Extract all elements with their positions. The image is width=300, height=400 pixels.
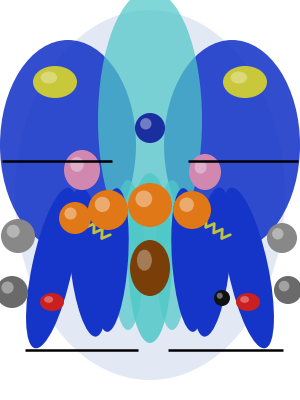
Circle shape [1, 219, 35, 253]
Ellipse shape [164, 40, 300, 250]
Circle shape [136, 190, 152, 207]
Ellipse shape [68, 187, 107, 337]
Ellipse shape [44, 296, 53, 303]
Ellipse shape [0, 40, 136, 250]
Ellipse shape [128, 173, 172, 343]
Circle shape [279, 281, 289, 291]
Circle shape [88, 190, 128, 230]
Circle shape [95, 197, 110, 212]
Ellipse shape [40, 72, 57, 84]
Ellipse shape [95, 188, 129, 332]
Ellipse shape [15, 10, 285, 380]
Ellipse shape [156, 180, 188, 330]
Circle shape [214, 290, 230, 306]
Ellipse shape [240, 296, 249, 303]
Circle shape [59, 202, 91, 234]
Circle shape [173, 191, 211, 229]
Circle shape [267, 223, 297, 253]
Ellipse shape [130, 240, 170, 296]
Circle shape [0, 276, 28, 308]
Ellipse shape [40, 293, 64, 311]
Circle shape [128, 183, 172, 227]
Ellipse shape [222, 188, 274, 348]
Circle shape [7, 225, 20, 238]
Circle shape [217, 293, 223, 299]
Circle shape [272, 228, 284, 240]
Ellipse shape [231, 72, 247, 84]
Ellipse shape [98, 0, 202, 250]
Ellipse shape [223, 66, 267, 98]
Ellipse shape [112, 180, 144, 330]
Ellipse shape [194, 160, 206, 174]
Circle shape [2, 282, 14, 294]
Circle shape [140, 118, 152, 130]
Ellipse shape [70, 157, 84, 172]
Ellipse shape [26, 188, 78, 348]
Ellipse shape [236, 293, 260, 311]
Ellipse shape [189, 154, 221, 190]
Circle shape [179, 198, 194, 212]
Circle shape [64, 208, 76, 220]
Ellipse shape [137, 250, 152, 271]
Circle shape [135, 113, 165, 143]
Ellipse shape [171, 188, 205, 332]
Ellipse shape [193, 187, 232, 337]
Ellipse shape [64, 150, 100, 190]
Circle shape [274, 276, 300, 304]
Ellipse shape [33, 66, 77, 98]
